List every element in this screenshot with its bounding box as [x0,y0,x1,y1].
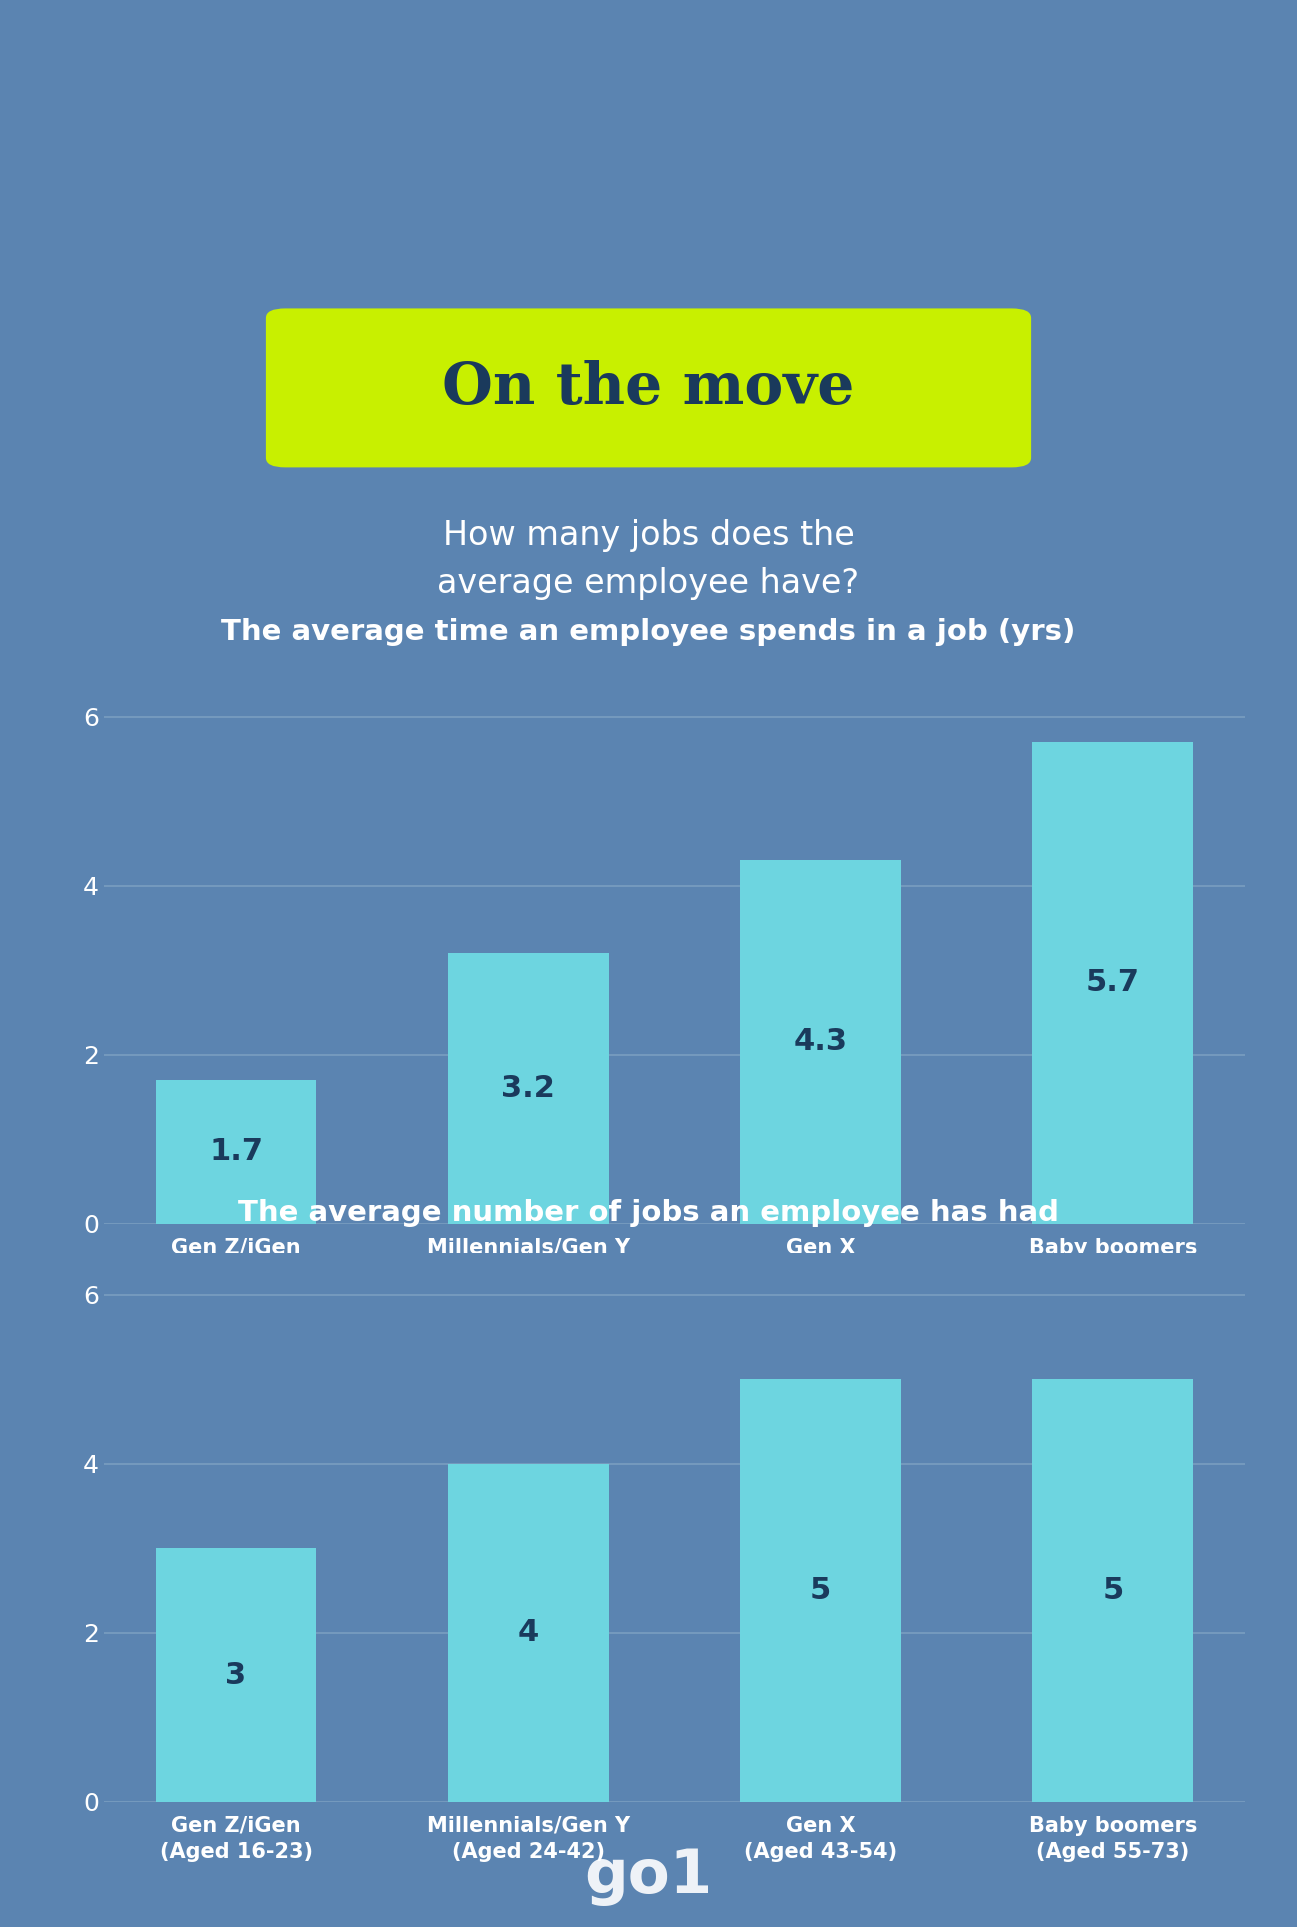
FancyBboxPatch shape [266,308,1031,468]
Bar [741,1380,901,1802]
Text: go1: go1 [585,1848,712,1906]
Text: 5: 5 [809,1576,831,1605]
Text: On the move: On the move [442,360,855,416]
Text: 1.7: 1.7 [209,1137,263,1166]
Text: 5: 5 [1102,1576,1123,1605]
Text: The average number of jobs an employee has had: The average number of jobs an employee h… [239,1199,1058,1227]
Text: 4.3: 4.3 [794,1027,847,1056]
Text: 3: 3 [226,1661,246,1690]
Bar [447,954,608,1224]
Bar [1032,742,1193,1224]
Bar [741,859,901,1224]
Text: 5.7: 5.7 [1086,969,1140,998]
Bar [156,1547,316,1802]
Text: How many jobs does the
average employee have?: How many jobs does the average employee … [437,518,860,601]
Text: 3.2: 3.2 [502,1073,555,1102]
Bar [156,1079,316,1224]
Bar [1032,1380,1193,1802]
Text: The average time an employee spends in a job (yrs): The average time an employee spends in a… [222,617,1075,646]
Text: 4: 4 [518,1619,540,1648]
Bar [447,1465,608,1802]
